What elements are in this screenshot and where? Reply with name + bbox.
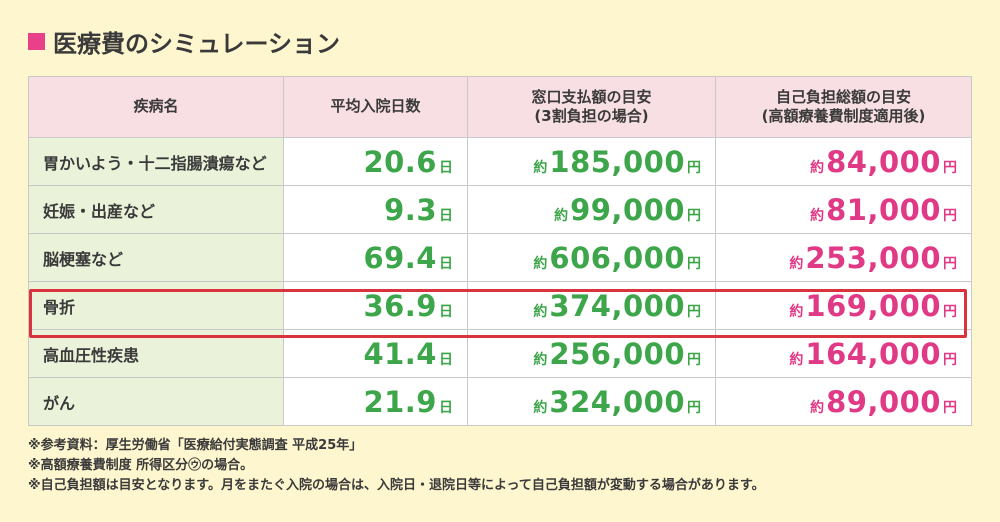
days-value: 21.9 — [363, 384, 437, 419]
window-unit: 円 — [687, 351, 701, 368]
window-value: 324,000 — [549, 384, 685, 419]
days-cell: 41.4 日 — [284, 330, 468, 378]
header-total-sublabel: (高額療養費制度適用後) — [761, 107, 926, 125]
window-value: 374,000 — [549, 288, 685, 323]
days-unit: 日 — [439, 255, 453, 272]
page-title: 医療費のシミュレーション — [28, 24, 340, 59]
total-value: 253,000 — [805, 240, 941, 275]
table-row: 高血圧性疾患 41.4 日約256,000 円約164,000 円 — [28, 330, 972, 378]
header-window-label: 窓口支払額の目安 — [531, 87, 652, 106]
total-unit: 円 — [943, 207, 957, 224]
window-prefix: 約 — [554, 207, 569, 224]
footnotes: ※参考資料：厚生労働省「医療給付実態調査 平成25年」 ※高額療養費制度 所得区… — [28, 436, 765, 496]
disease-name: がん — [28, 378, 284, 426]
window-prefix: 約 — [533, 303, 548, 320]
total-value: 84,000 — [826, 144, 941, 179]
footnote: ※高額療養費制度 所得区分㋒の場合。 — [28, 458, 254, 473]
total-value: 164,000 — [805, 336, 941, 371]
table-row: 脳梗塞など 69.4 日約606,000 円約253,000 円 — [28, 234, 972, 282]
days-cell: 36.9 日 — [284, 282, 468, 330]
days-unit: 日 — [439, 159, 453, 176]
days-cell: 21.9 日 — [284, 378, 468, 426]
table-row: 胃かいよう・十二指腸潰瘍など 20.6 日約185,000 円約84,000 円 — [28, 138, 972, 186]
table-row: がん 21.9 日約324,000 円約89,000 円 — [28, 378, 972, 426]
footnote: ※参考資料：厚生労働省「医療給付実態調査 平成25年」 — [28, 438, 363, 453]
total-cell: 約81,000 円 — [716, 186, 972, 234]
total-value: 89,000 — [826, 384, 941, 419]
header-window-sublabel: (3割負担の場合) — [534, 107, 649, 125]
total-prefix: 約 — [789, 351, 804, 368]
window-cell: 約606,000 円 — [468, 234, 716, 282]
window-cell: 約99,000 円 — [468, 186, 716, 234]
window-cell: 約256,000 円 — [468, 330, 716, 378]
total-value: 81,000 — [826, 192, 941, 227]
disease-name: 高血圧性疾患 — [28, 330, 284, 378]
window-unit: 円 — [687, 303, 701, 320]
window-cell: 約324,000 円 — [468, 378, 716, 426]
header-total: 自己負担総額の目安 (高額療養費制度適用後) — [716, 76, 972, 138]
total-prefix: 約 — [810, 399, 825, 416]
window-value: 606,000 — [549, 240, 685, 275]
window-prefix: 約 — [533, 255, 548, 272]
window-unit: 円 — [687, 255, 701, 272]
window-unit: 円 — [687, 399, 701, 416]
header-disease-label: 疾病名 — [133, 97, 179, 116]
days-value: 9.3 — [384, 192, 437, 227]
total-cell: 約164,000 円 — [716, 330, 972, 378]
window-prefix: 約 — [533, 351, 548, 368]
total-prefix: 約 — [789, 303, 804, 320]
window-unit: 円 — [687, 207, 701, 224]
disease-name: 骨折 — [28, 282, 284, 330]
window-prefix: 約 — [533, 159, 548, 176]
total-unit: 円 — [943, 255, 957, 272]
total-prefix: 約 — [789, 255, 804, 272]
page-title-text: 医療費のシミュレーション — [53, 30, 341, 58]
table-row: 骨折 36.9 日約374,000 円約169,000 円 — [28, 282, 972, 330]
window-cell: 約374,000 円 — [468, 282, 716, 330]
days-unit: 日 — [439, 207, 453, 224]
days-cell: 20.6 日 — [284, 138, 468, 186]
total-unit: 円 — [943, 351, 957, 368]
header-days: 平均入院日数 — [284, 76, 468, 138]
window-prefix: 約 — [533, 399, 548, 416]
days-value: 69.4 — [363, 240, 437, 275]
total-unit: 円 — [943, 159, 957, 176]
days-value: 20.6 — [363, 144, 437, 179]
days-unit: 日 — [439, 351, 453, 368]
total-cell: 約169,000 円 — [716, 282, 972, 330]
total-unit: 円 — [943, 303, 957, 320]
window-unit: 円 — [687, 159, 701, 176]
disease-name: 胃かいよう・十二指腸潰瘍など — [28, 138, 284, 186]
days-value: 41.4 — [363, 336, 437, 371]
table-row: 妊娠・出産など 9.3 日約99,000 円約81,000 円 — [28, 186, 972, 234]
header-total-label: 自己負担総額の目安 — [775, 87, 911, 106]
window-cell: 約185,000 円 — [468, 138, 716, 186]
simulation-table: 疾病名 平均入院日数 窓口支払額の目安 (3割負担の場合) 自己負担総額の目安 (高… — [28, 76, 972, 426]
days-unit: 日 — [439, 303, 453, 320]
window-value: 99,000 — [570, 192, 685, 227]
title-square-icon — [28, 33, 45, 50]
header-disease: 疾病名 — [28, 76, 284, 138]
disease-name: 脳梗塞など — [28, 234, 284, 282]
table-header-row: 疾病名 平均入院日数 窓口支払額の目安 (3割負担の場合) 自己負担総額の目安 (高… — [28, 76, 972, 138]
days-cell: 69.4 日 — [284, 234, 468, 282]
window-value: 256,000 — [549, 336, 685, 371]
total-cell: 約253,000 円 — [716, 234, 972, 282]
footnote: ※自己負担額は目安となります。月をまたぐ入院の場合は、入院日・退院日等によって自… — [28, 478, 765, 493]
total-prefix: 約 — [810, 159, 825, 176]
header-days-label: 平均入院日数 — [330, 97, 421, 116]
total-value: 169,000 — [805, 288, 941, 323]
window-value: 185,000 — [549, 144, 685, 179]
total-prefix: 約 — [810, 207, 825, 224]
days-cell: 9.3 日 — [284, 186, 468, 234]
total-unit: 円 — [943, 399, 957, 416]
days-value: 36.9 — [363, 288, 437, 323]
total-cell: 約84,000 円 — [716, 138, 972, 186]
header-window: 窓口支払額の目安 (3割負担の場合) — [468, 76, 716, 138]
days-unit: 日 — [439, 399, 453, 416]
disease-name: 妊娠・出産など — [28, 186, 284, 234]
total-cell: 約89,000 円 — [716, 378, 972, 426]
